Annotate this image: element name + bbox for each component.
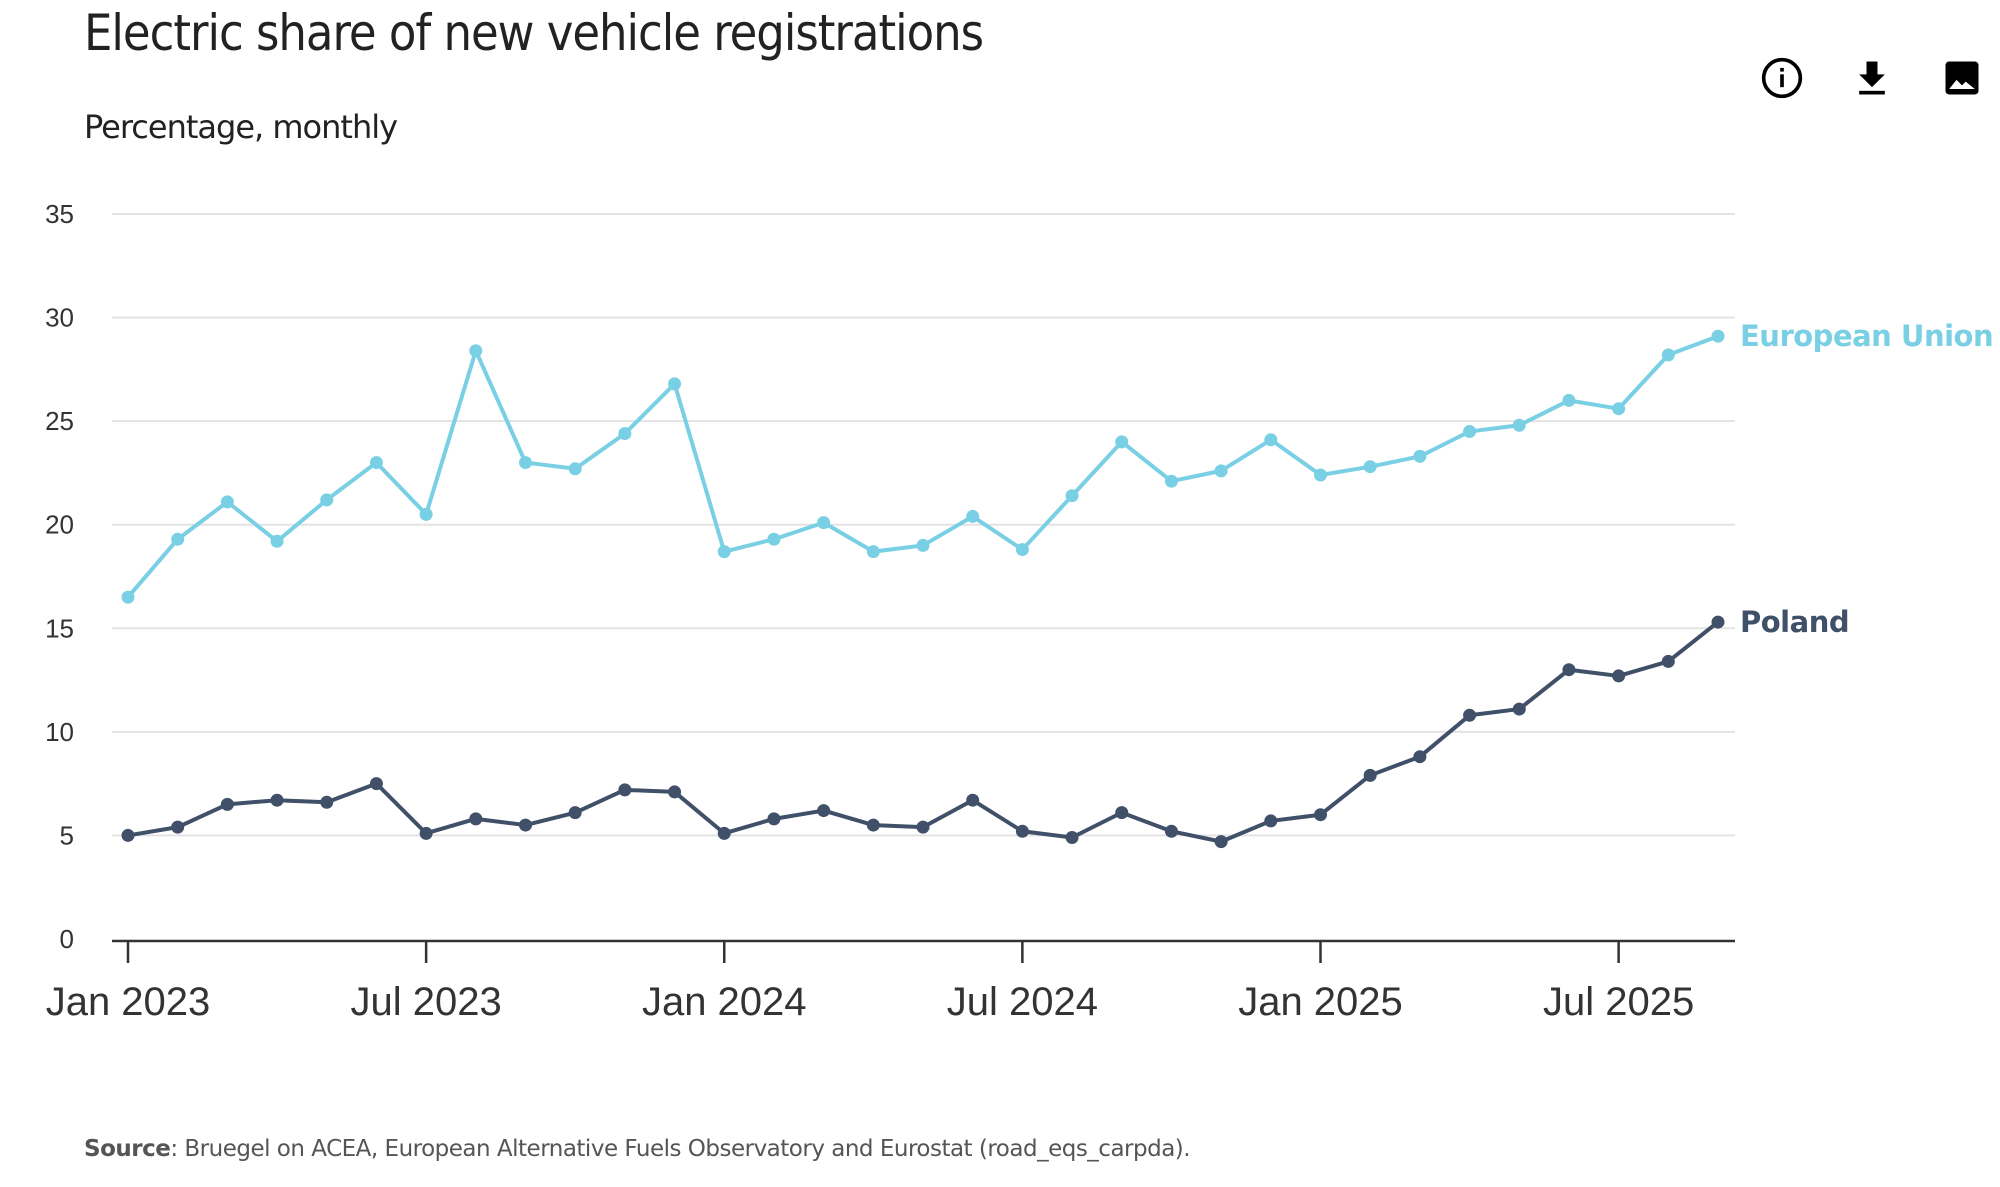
data-point bbox=[1015, 543, 1029, 557]
data-point bbox=[1314, 808, 1327, 822]
data-point bbox=[320, 795, 334, 809]
source-text: : Bruegel on ACEA, European Alternative … bbox=[170, 1136, 1191, 1162]
data-point bbox=[717, 545, 731, 559]
data-point bbox=[419, 826, 433, 840]
series-line bbox=[126, 334, 1719, 599]
data-point bbox=[1562, 393, 1576, 407]
y-tick-label: 35 bbox=[45, 199, 74, 229]
data-point bbox=[618, 427, 632, 441]
data-point bbox=[1711, 329, 1725, 343]
series-poland: Poland bbox=[121, 605, 1850, 849]
data-point bbox=[1314, 468, 1327, 482]
source-note: Source: Bruegel on ACEA, European Altern… bbox=[84, 1136, 1191, 1162]
y-axis: 0 5 10 15 20 25 30 35 bbox=[45, 199, 74, 954]
series-label: Poland bbox=[1740, 605, 1849, 639]
data-point bbox=[618, 783, 632, 797]
chart-toolbar bbox=[1760, 56, 1984, 100]
series-european-union: European Union bbox=[121, 319, 1994, 604]
data-point bbox=[519, 818, 532, 832]
y-tick-label: 15 bbox=[45, 613, 74, 643]
data-point bbox=[1463, 708, 1477, 722]
x-tick-label: Jan 2023 bbox=[46, 980, 211, 1024]
x-tick-label: Jul 2023 bbox=[351, 980, 502, 1024]
data-point bbox=[369, 456, 383, 470]
x-tick-label: Jan 2024 bbox=[642, 980, 807, 1024]
chart-subtitle: Percentage, monthly bbox=[84, 108, 398, 146]
data-point bbox=[1711, 615, 1725, 629]
data-point bbox=[1463, 425, 1477, 438]
data-point bbox=[220, 797, 234, 811]
gridlines bbox=[112, 213, 1735, 837]
data-point bbox=[1512, 418, 1526, 432]
data-point bbox=[817, 804, 831, 818]
data-point bbox=[668, 377, 682, 391]
data-point bbox=[270, 534, 284, 548]
data-point bbox=[767, 812, 781, 826]
x-tick-label: Jul 2025 bbox=[1543, 980, 1694, 1024]
data-point bbox=[1065, 831, 1079, 844]
data-point bbox=[1214, 464, 1228, 478]
data-point bbox=[916, 820, 930, 834]
data-point bbox=[1363, 768, 1377, 782]
data-point bbox=[1065, 489, 1079, 503]
data-point bbox=[1413, 750, 1427, 764]
data-point bbox=[1264, 814, 1278, 828]
y-tick-label: 0 bbox=[60, 924, 74, 954]
x-tick-label: Jan 2025 bbox=[1238, 980, 1403, 1024]
y-tick-label: 10 bbox=[45, 717, 74, 747]
data-point bbox=[519, 456, 532, 470]
data-point bbox=[916, 538, 930, 552]
data-point bbox=[171, 820, 185, 834]
data-point bbox=[1413, 449, 1427, 463]
data-point bbox=[1612, 669, 1626, 683]
data-point bbox=[1264, 433, 1278, 447]
series-label: European Union bbox=[1740, 319, 1993, 353]
data-point bbox=[717, 826, 731, 840]
data-point bbox=[966, 509, 980, 523]
data-point bbox=[1512, 702, 1526, 716]
data-point bbox=[1164, 824, 1178, 838]
data-point bbox=[320, 493, 334, 507]
data-point bbox=[668, 785, 682, 799]
y-tick-label: 20 bbox=[45, 510, 74, 540]
y-tick-label: 30 bbox=[45, 303, 74, 333]
data-point bbox=[568, 806, 582, 820]
y-tick-label: 5 bbox=[60, 820, 74, 850]
data-point bbox=[817, 516, 831, 530]
chart-title: Electric share of new vehicle registrati… bbox=[84, 4, 984, 62]
image-icon[interactable] bbox=[1940, 56, 1984, 100]
x-axis: Jan 2023 Jul 2023 Jan 2024 Jul 2024 Jan 2025… bbox=[46, 939, 1735, 1024]
data-point bbox=[469, 812, 483, 826]
data-point bbox=[1562, 663, 1576, 677]
data-point bbox=[1612, 402, 1626, 416]
data-point bbox=[1164, 474, 1178, 488]
data-point bbox=[1015, 824, 1029, 838]
data-point bbox=[866, 545, 880, 559]
data-point bbox=[1363, 460, 1377, 474]
source-label: Source bbox=[84, 1136, 171, 1162]
data-point bbox=[220, 495, 234, 509]
data-point bbox=[1115, 806, 1129, 820]
data-point bbox=[1115, 435, 1129, 449]
data-point bbox=[767, 532, 781, 546]
data-point bbox=[270, 793, 284, 807]
data-point bbox=[469, 344, 483, 358]
data-point bbox=[419, 507, 433, 521]
data-point bbox=[121, 590, 135, 604]
data-point bbox=[568, 462, 582, 476]
download-icon[interactable] bbox=[1850, 56, 1894, 100]
data-point bbox=[866, 818, 880, 832]
series-group: European Union Poland bbox=[121, 319, 1994, 849]
data-point bbox=[1661, 654, 1675, 668]
info-icon[interactable] bbox=[1760, 56, 1804, 100]
y-tick-label: 25 bbox=[45, 406, 74, 436]
data-point bbox=[966, 793, 980, 807]
x-tick-label: Jul 2024 bbox=[947, 980, 1098, 1024]
data-point bbox=[369, 777, 383, 791]
data-point bbox=[1214, 835, 1228, 849]
data-point bbox=[121, 828, 135, 842]
data-point bbox=[1661, 348, 1675, 362]
data-point bbox=[171, 532, 185, 546]
